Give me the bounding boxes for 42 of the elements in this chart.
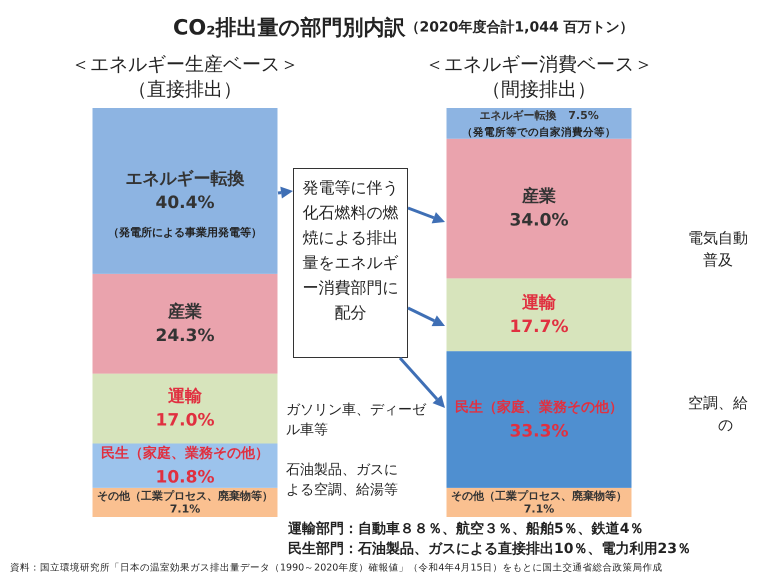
data-label: 40.4% [156, 192, 214, 213]
annotation: 石油製品、ガスによる空調、給湯等 [286, 462, 398, 498]
annotation: 電気自動 [688, 229, 748, 247]
text: 運輸部門：自動車８８％、航空３％、船舶5％、鉄道4％ [287, 520, 644, 537]
series-label: その他（工業プロセス、廃棄物等） [97, 489, 273, 502]
bar [92, 374, 278, 444]
text: エネルギー転換 [126, 168, 244, 189]
data-label: 17.7% [510, 316, 568, 337]
chart-title: CO₂排出量の部門別内訳 [173, 16, 406, 40]
data-label: 7.5% [568, 109, 599, 122]
data-label: 7.1% [524, 502, 554, 516]
series-label: エネルギー転換 [479, 109, 558, 122]
bar [92, 108, 278, 274]
annotation: （発電所による事業用発電等） [108, 226, 262, 239]
bar [446, 138, 632, 278]
data-label: 10.8% [156, 468, 214, 488]
data-label: 17.0% [156, 410, 214, 431]
series-label: 産業 [167, 302, 202, 322]
bar [92, 274, 278, 374]
series-label: 運輸 [167, 386, 203, 407]
text: 産業 [522, 186, 556, 207]
series-label: 民生（家庭、業務その他） [101, 444, 269, 462]
text: の [718, 416, 733, 434]
data-label: 7.1% [170, 502, 200, 516]
bar [446, 351, 632, 488]
annotation: 空調、給 [688, 394, 748, 412]
annotation: （発電所等での自家消費分等） [462, 126, 616, 138]
annotation: ガソリン車、ディーゼル車等 [286, 402, 427, 438]
x-tick-label: ＜エネルギー生産ベース＞（直接排出） [71, 54, 299, 100]
text: 民生（家庭、業務その他） [455, 399, 623, 416]
callout-box: 発電等に伴う化石燃料の燃焼による排出量をエネルギー消費部門に配分 [293, 168, 408, 358]
text: 資料：国立環境研究所「日本の温室効果ガス排出量データ（1990～2020年度）確報値」（令和4年4月15日）をもとに国土交通省総合政策局作成 [10, 562, 663, 574]
chart-subtitle: （2020年度合計1,044 百万トン） [405, 18, 634, 36]
data-label: 34.0% [510, 210, 568, 231]
data-label: 24.3% [156, 326, 214, 346]
bar [446, 278, 632, 352]
text: 運輸 [522, 292, 556, 313]
text: 民生部門：石油製品、ガスによる直接排出10％、電力利用23％ [288, 540, 691, 557]
annotation: 普及 [703, 251, 733, 269]
x-tick-label: ＜エネルギー消費ベース＞（間接排出） [425, 54, 653, 100]
text: その他（工業プロセス、廃棄物等） [451, 489, 627, 502]
data-label: 33.3% [510, 421, 568, 442]
